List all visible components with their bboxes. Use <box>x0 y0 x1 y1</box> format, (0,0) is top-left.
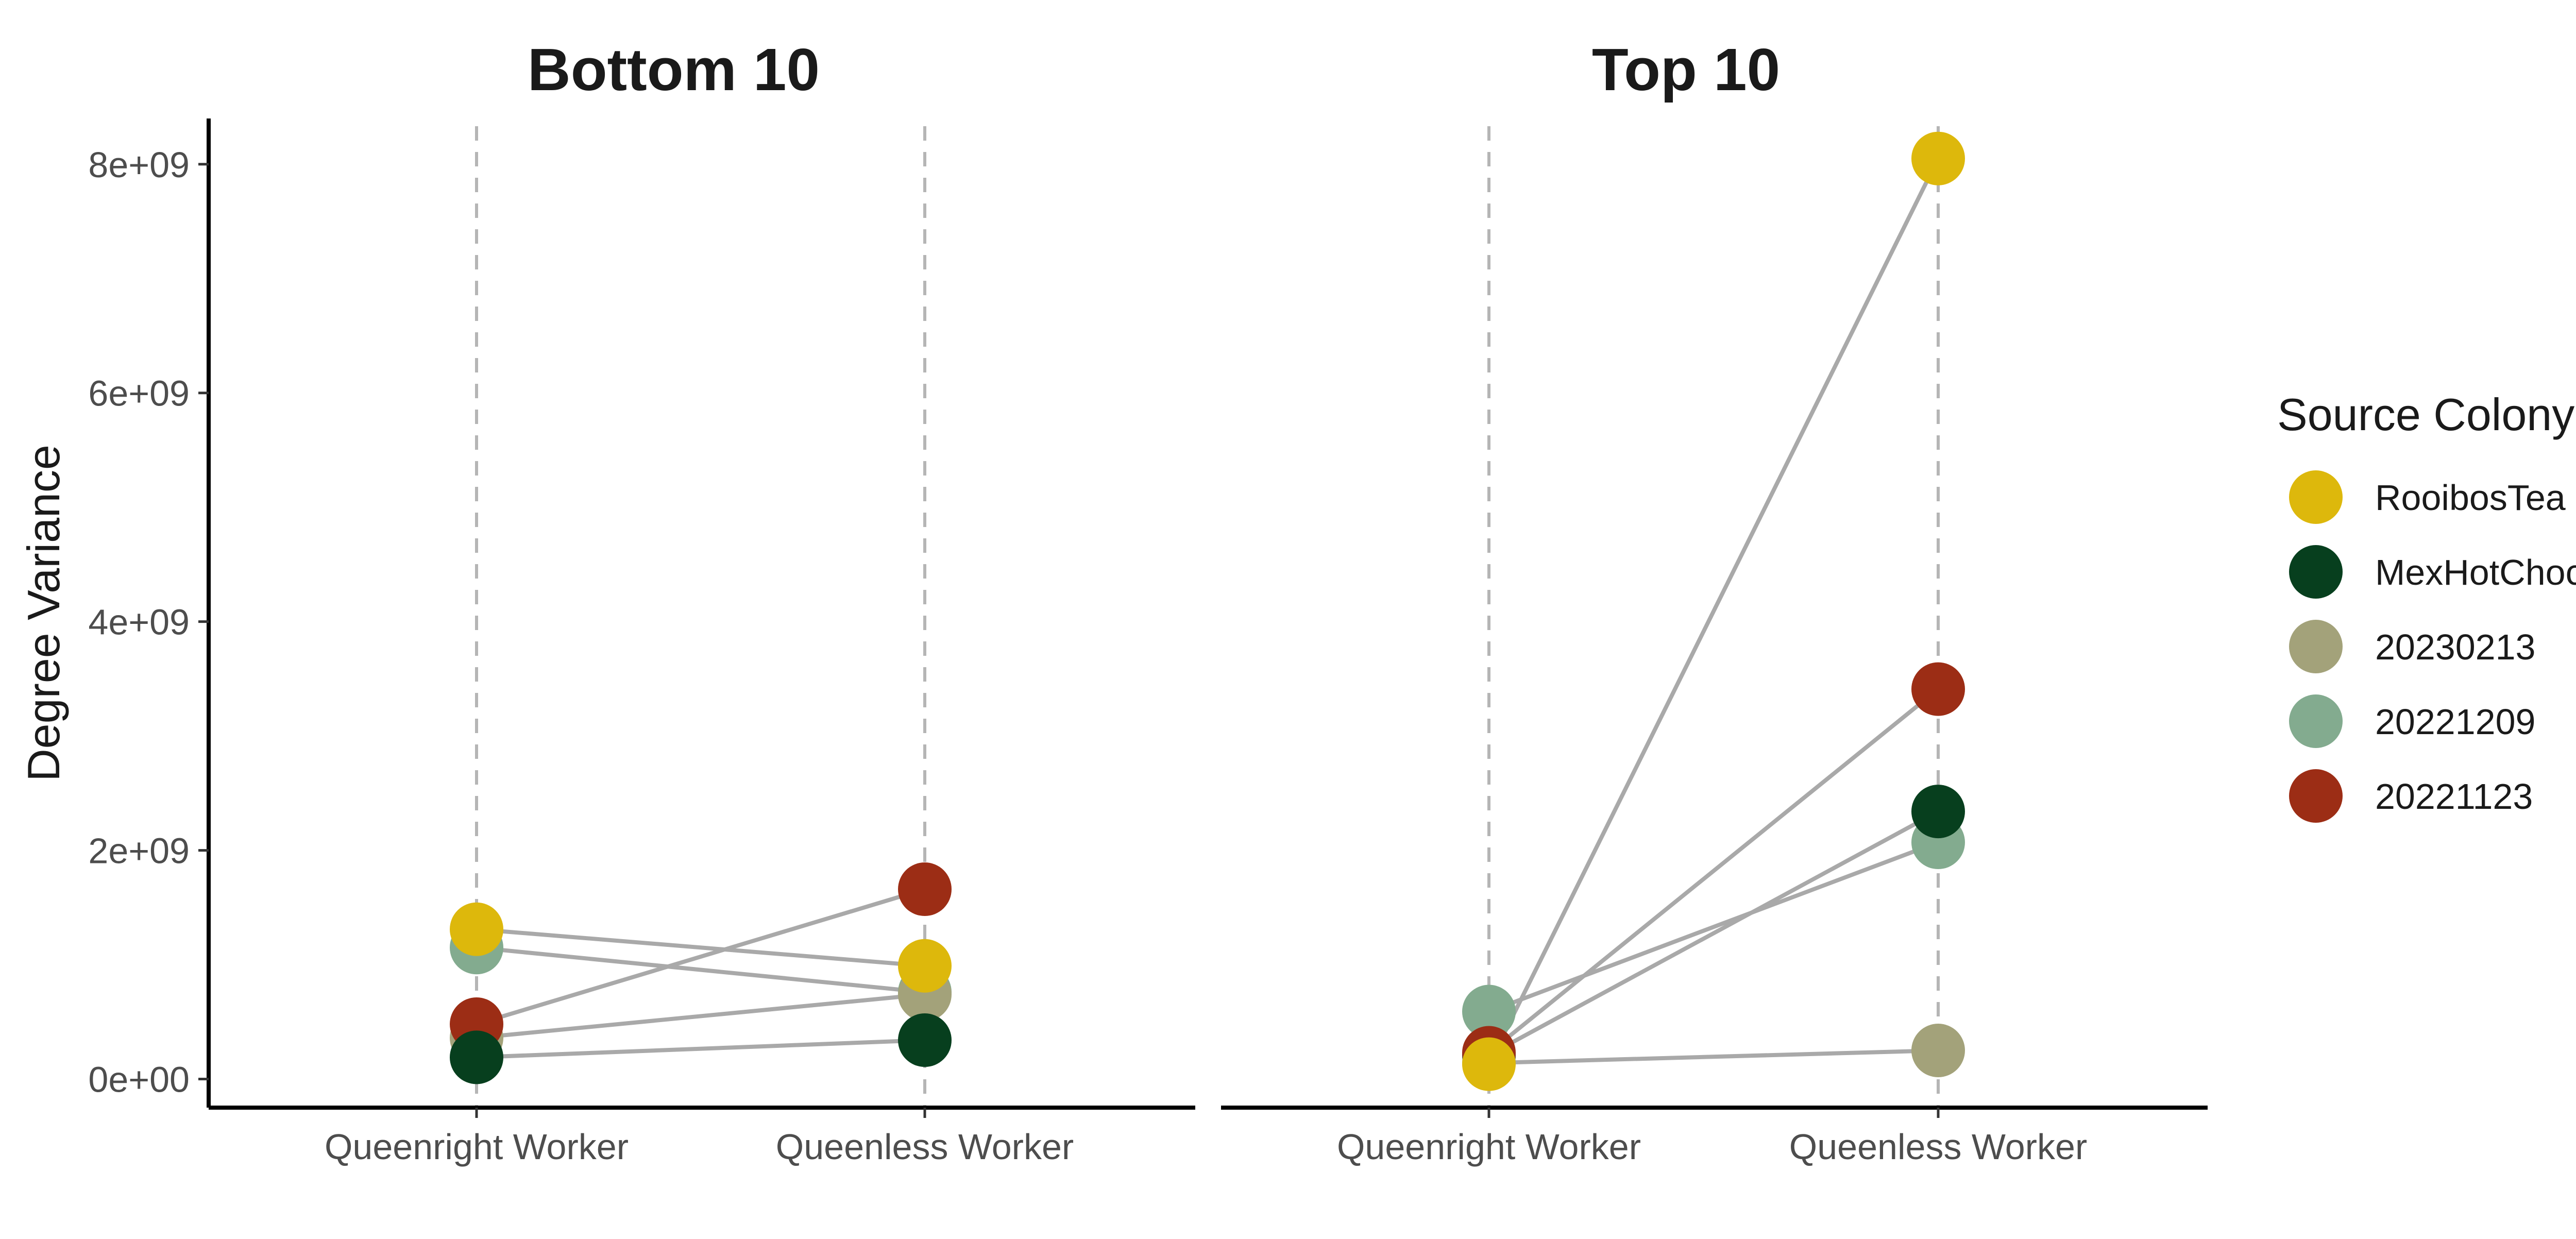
connector-line <box>476 927 925 968</box>
legend-swatch <box>2289 545 2343 599</box>
y-tick-label: 6e+09 <box>88 374 190 414</box>
data-point <box>898 1013 952 1067</box>
connector-line <box>1488 1048 1939 1065</box>
data-point <box>898 862 952 916</box>
y-tick-label: 4e+09 <box>88 602 190 642</box>
x-tick-label: Queenright Worker <box>1337 1127 1641 1167</box>
connector-line <box>1487 157 1940 1065</box>
panel-title: Bottom 10 <box>528 36 820 103</box>
connector-line <box>1487 687 1940 1055</box>
data-point <box>1911 131 1965 185</box>
connector-line <box>476 887 926 1026</box>
legend-label: 20221123 <box>2375 776 2533 817</box>
x-tick-label: Queenright Worker <box>325 1127 629 1167</box>
legend-swatch <box>2289 769 2343 823</box>
x-tick-label: Queenless Worker <box>1789 1127 2087 1167</box>
legend-label: 20230213 <box>2375 627 2535 667</box>
panel-title: Top 10 <box>1592 36 1780 103</box>
connector-line <box>476 992 925 1040</box>
legend-title: Source Colony <box>2277 389 2574 440</box>
legend-label: 20221209 <box>2375 702 2535 742</box>
connector-line <box>476 945 925 994</box>
y-tick-label: 8e+09 <box>88 145 190 185</box>
data-point <box>450 1030 503 1084</box>
legend-label: MexHotChoc <box>2375 552 2576 592</box>
legend-label: RooibosTea <box>2375 478 2566 518</box>
connector-line <box>476 1038 925 1060</box>
data-point <box>450 902 503 956</box>
data-point <box>898 939 952 993</box>
legend-swatch <box>2289 620 2343 673</box>
data-point <box>1911 662 1965 716</box>
y-tick-label: 2e+09 <box>88 831 190 871</box>
data-point <box>1911 1024 1965 1078</box>
legend-swatch <box>2289 470 2343 524</box>
x-tick-label: Queenless Worker <box>776 1127 1074 1167</box>
data-point <box>1462 1037 1516 1091</box>
connector-line <box>1488 809 1939 1057</box>
connector-line <box>1488 840 1939 1014</box>
data-point <box>1911 785 1965 839</box>
y-tick-label: 0e+00 <box>88 1060 190 1100</box>
legend-swatch <box>2289 694 2343 748</box>
data-point <box>1462 985 1516 1039</box>
y-axis-title: Degree Variance <box>18 445 69 782</box>
